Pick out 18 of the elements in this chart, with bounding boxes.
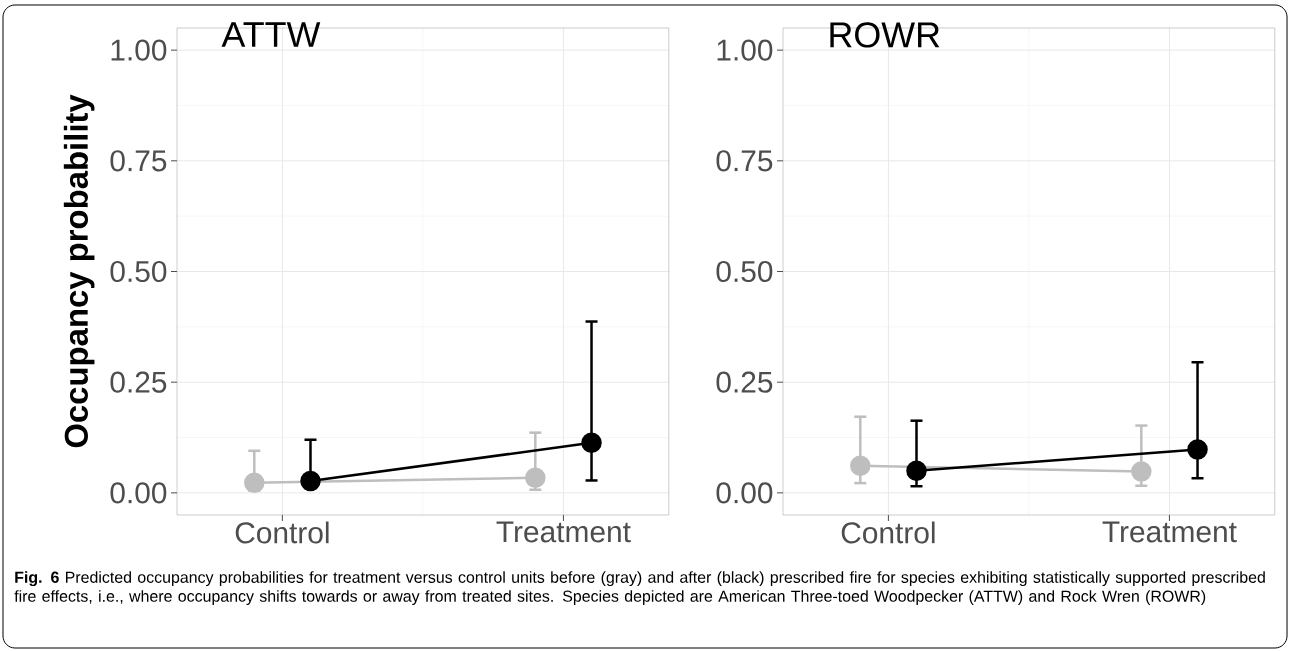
chart-title: ROWR	[830, 22, 940, 48]
x-tick-label: Treatment	[1102, 521, 1237, 543]
text: Fig. 6 Predicted occupancy probabilities for treatment versus control units before (gray) and after (black) prescribed fire for species exhibiting statistically supported prescribed fire effects, i.e., where occupancy shifts towards or away from treated sites. Species depicted are American Three-toed Woodpecker (ATTW) and Rock Wren (ROWR)	[14, 571, 1265, 605]
y-tick-label: 0.00	[110, 482, 167, 504]
chart-title: ATTW	[221, 22, 321, 47]
y-tick-label: 0.50	[110, 260, 167, 283]
y-axis-title: Occupancy probability	[63, 94, 95, 448]
y-tick-label: 1.00	[111, 39, 167, 61]
y-tick-label: 0.75	[716, 150, 773, 172]
y-tick-label: 0.25	[716, 371, 773, 393]
y-tick-label: 0.50	[716, 260, 773, 283]
y-tick-label: 0.75	[110, 150, 167, 172]
x-tick-label: Control	[235, 521, 329, 544]
y-tick-label: 0.00	[716, 482, 773, 504]
x-tick-label: Control	[841, 521, 935, 544]
x-tick-label: Treatment	[496, 521, 631, 543]
y-tick-label: 1.00	[717, 39, 773, 61]
y-tick-label: 0.25	[110, 371, 167, 393]
